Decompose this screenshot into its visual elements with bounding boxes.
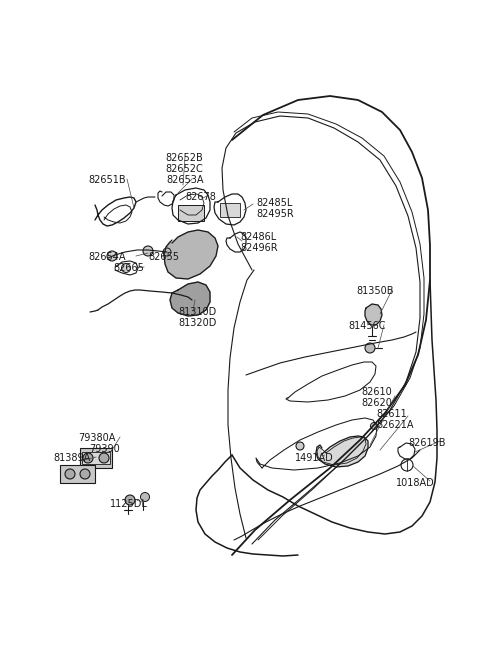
Text: 82652B: 82652B — [165, 153, 203, 163]
Text: 82653A: 82653A — [166, 175, 204, 185]
Circle shape — [80, 469, 90, 479]
Text: 81456C: 81456C — [348, 321, 385, 331]
Text: 82485L: 82485L — [256, 198, 292, 208]
Text: 82651B: 82651B — [88, 175, 126, 185]
Text: 79380A: 79380A — [78, 433, 115, 443]
Text: 81350B: 81350B — [356, 286, 394, 296]
Bar — [82, 452, 110, 464]
Bar — [220, 203, 240, 217]
Text: 82678: 82678 — [185, 192, 216, 202]
Circle shape — [65, 469, 75, 479]
Circle shape — [143, 246, 153, 256]
Circle shape — [83, 453, 93, 463]
Circle shape — [121, 263, 131, 272]
Text: 81320D: 81320D — [178, 318, 216, 328]
Text: 1018AD: 1018AD — [396, 478, 435, 488]
Text: 81310D: 81310D — [178, 307, 216, 317]
Polygon shape — [365, 304, 382, 325]
Bar — [178, 205, 204, 221]
Text: 82665: 82665 — [113, 263, 144, 273]
Text: 79390: 79390 — [89, 444, 120, 454]
Text: 82655: 82655 — [148, 252, 179, 262]
Text: 82619B: 82619B — [408, 438, 445, 448]
Circle shape — [365, 343, 375, 353]
Circle shape — [371, 422, 377, 430]
Text: 1491AD: 1491AD — [295, 453, 334, 463]
Text: 82652C: 82652C — [165, 164, 203, 174]
Text: 81389A: 81389A — [53, 453, 90, 463]
Polygon shape — [164, 230, 218, 279]
Circle shape — [107, 251, 117, 261]
Polygon shape — [170, 282, 210, 316]
Circle shape — [99, 453, 109, 463]
Circle shape — [296, 442, 304, 450]
Circle shape — [125, 495, 135, 505]
Text: 82620: 82620 — [361, 398, 392, 408]
Text: 1125DL: 1125DL — [110, 499, 148, 509]
Polygon shape — [316, 436, 368, 467]
Bar — [60, 465, 95, 483]
Text: 82621A: 82621A — [376, 420, 413, 430]
Text: 82611: 82611 — [376, 409, 407, 419]
Text: 82654A: 82654A — [88, 252, 125, 262]
Circle shape — [401, 459, 413, 471]
Circle shape — [141, 493, 149, 502]
Text: 82610: 82610 — [361, 387, 392, 397]
Bar — [80, 448, 112, 468]
Text: 82495R: 82495R — [256, 209, 294, 219]
Text: 82486L: 82486L — [240, 232, 276, 242]
Text: 82496R: 82496R — [240, 243, 277, 253]
Circle shape — [163, 248, 171, 256]
